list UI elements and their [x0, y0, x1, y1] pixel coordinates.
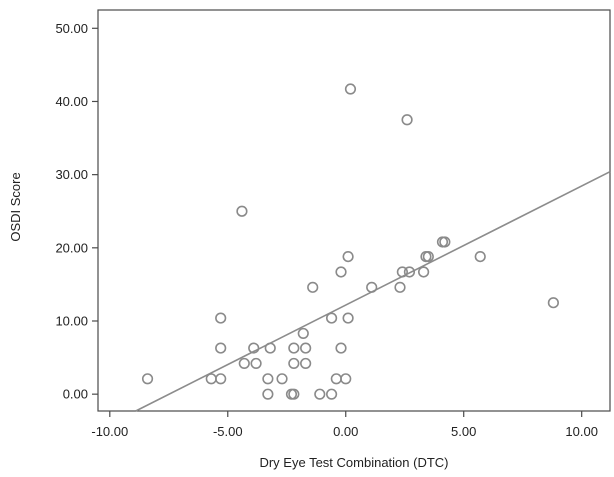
y-tick-label: 30.00	[55, 167, 88, 182]
data-point	[236, 205, 248, 217]
data-point	[325, 388, 338, 400]
y-tick-label: 50.00	[55, 21, 88, 36]
data-point	[330, 373, 342, 385]
data-point	[288, 388, 300, 400]
data-point	[264, 342, 276, 354]
data-point	[300, 342, 312, 354]
data-point	[396, 266, 408, 278]
data-point	[394, 281, 406, 293]
x-axis-title: Dry Eye Test Combination (DTC)	[259, 455, 448, 470]
data-point	[288, 342, 300, 354]
data-point	[342, 312, 354, 324]
y-tick-label: 40.00	[55, 94, 88, 109]
x-tick-label: -5.00	[213, 424, 243, 439]
data-point	[262, 373, 274, 385]
data-point	[215, 342, 227, 354]
data-point	[366, 281, 378, 293]
data-point	[325, 312, 338, 324]
data-point	[335, 266, 347, 278]
data-point	[238, 357, 250, 370]
x-axis: -10.00 -5.00 0.00 5.00 10.00	[91, 411, 598, 439]
y-axis-title: OSDI Score	[8, 172, 23, 241]
data-point	[215, 373, 227, 385]
data-point	[276, 373, 288, 385]
data-point	[418, 266, 430, 278]
data-point	[401, 114, 413, 126]
x-tick-label: 5.00	[451, 424, 476, 439]
data-point	[314, 388, 326, 400]
data-point	[250, 357, 262, 370]
x-tick-label: -10.00	[91, 424, 128, 439]
y-tick-label: 0.00	[63, 387, 88, 402]
y-tick-label: 20.00	[55, 240, 88, 255]
data-point	[403, 266, 416, 278]
y-tick-label: 10.00	[55, 313, 88, 328]
data-point	[342, 251, 354, 263]
data-point	[340, 373, 352, 385]
data-point	[439, 236, 451, 248]
data-point	[344, 83, 357, 95]
data-point	[474, 251, 486, 263]
data-point	[300, 357, 312, 370]
data-point	[215, 312, 227, 324]
data-point	[205, 373, 217, 385]
data-point	[141, 373, 154, 385]
data-point	[422, 251, 434, 263]
plot-frame	[97, 9, 611, 412]
data-point	[335, 342, 347, 354]
data-point	[262, 388, 274, 400]
x-tick-label: 10.00	[565, 424, 598, 439]
data-point	[248, 342, 260, 354]
y-axis: 0.00 10.00 20.00 30.00 40.00 50.00	[55, 21, 98, 402]
x-tick-label: 0.00	[333, 424, 358, 439]
data-point	[307, 281, 319, 293]
data-point	[297, 327, 309, 340]
data-point	[547, 297, 559, 309]
data-points	[141, 83, 559, 400]
data-point	[288, 357, 300, 370]
